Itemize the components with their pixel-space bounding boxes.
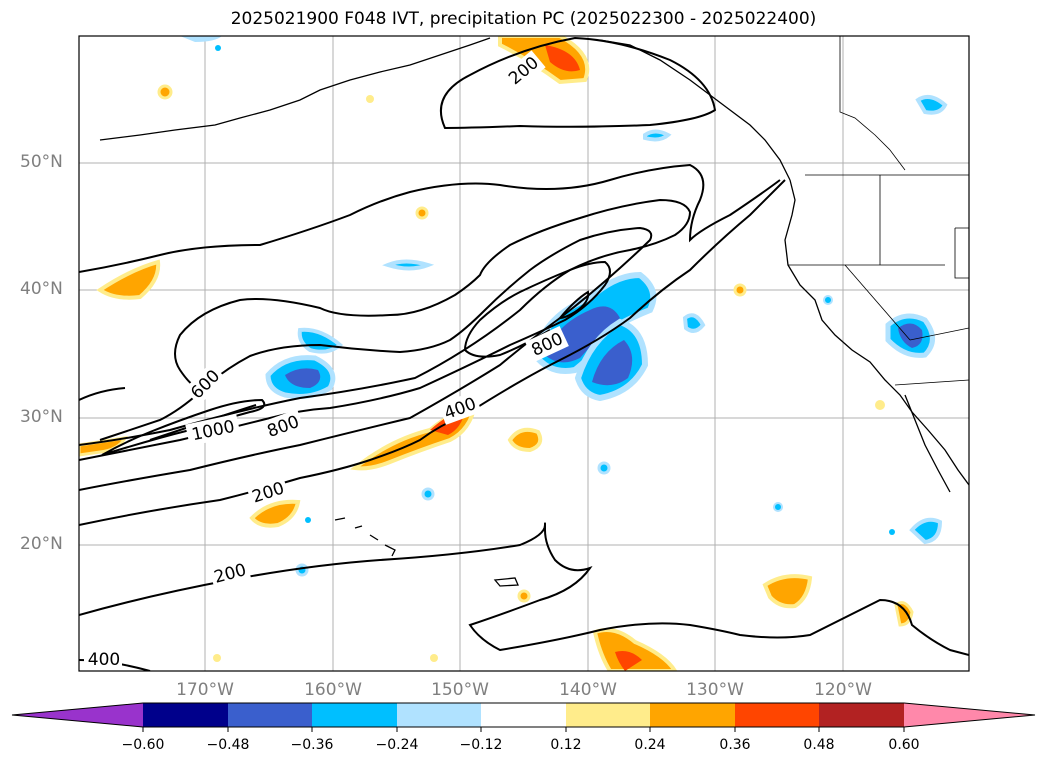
colorbar-extend-high [904, 703, 1035, 727]
precip-negative-core [545, 306, 620, 363]
precip-positive-core [615, 651, 642, 671]
colorbar-tick-label: −0.60 [121, 737, 165, 753]
precip-negative-dot [889, 529, 895, 535]
precip-positive-dot [733, 283, 747, 297]
precip-negative-region [180, 36, 222, 42]
map-title: 2025021900 F048 IVT, precipitation PC (2… [230, 9, 817, 29]
ivt-contour-800-inner [101, 398, 266, 456]
ivt-contour-800 [79, 260, 611, 461]
borders [788, 36, 969, 386]
precip-negative-core [285, 368, 321, 388]
precip-positive-region [894, 601, 914, 627]
lon-label: 130°W [686, 680, 744, 700]
na-west-coast [784, 179, 969, 486]
precip-positive-dot [875, 400, 885, 410]
colorbar-bin [397, 703, 481, 727]
precip-negative-region [682, 313, 706, 333]
precip-positive-region [249, 499, 301, 528]
alaska-coast [99, 37, 491, 141]
colorbar [11, 702, 1036, 732]
map-frame [78, 35, 970, 672]
precip-positive-dot [415, 206, 429, 220]
precip-negative-core [898, 323, 923, 348]
precip-positive-dot [157, 84, 173, 100]
precip-positive-region [762, 574, 813, 609]
precip-positive-dot [517, 589, 531, 603]
precip-positive-dot [430, 654, 438, 662]
precip-negative-region [382, 259, 435, 271]
precip-positive-region [507, 427, 543, 453]
colorbar-tick-label: 0.48 [803, 737, 835, 753]
ivt-contour-400 [79, 198, 692, 446]
precip-negative-region [909, 517, 943, 545]
ivt-contour-small [557, 290, 590, 320]
lon-label: 150°W [431, 680, 489, 700]
precip-negative-dot [597, 461, 611, 475]
precip-positive-dot [366, 95, 374, 103]
ivt-contour-200-south [79, 522, 969, 656]
colorbar-bin [312, 703, 397, 727]
lon-label: 170°W [176, 680, 234, 700]
ivt-contour-200 [440, 36, 717, 130]
colorbar-bin [735, 703, 819, 727]
precip-negative-dot [305, 517, 311, 523]
lat-label: 30°N [20, 407, 63, 427]
lat-label: 40°N [20, 279, 63, 299]
lon-label: 140°W [559, 680, 617, 700]
baja-island [493, 577, 519, 587]
precip-negative-dot [773, 502, 783, 512]
precip-positive-core [545, 45, 580, 72]
precip-negative-dot [215, 45, 221, 51]
colorbar-tick-label: 0.36 [719, 737, 751, 753]
colorbar-bin [143, 703, 228, 727]
precip-negative-dot [421, 487, 435, 501]
colorbar-bin [566, 703, 650, 727]
ivt-contour-200 [79, 163, 781, 273]
contour-label: 400 [88, 650, 120, 670]
lat-label: 50°N [20, 152, 63, 172]
colorbar-bin [819, 703, 904, 727]
alaska-gulf-coast [599, 39, 791, 181]
precip-positive-dot [213, 654, 221, 662]
coastlines [99, 37, 969, 587]
precip-negative-region [915, 94, 948, 115]
precip-negative-core [592, 340, 633, 386]
lon-label: 120°W [814, 680, 872, 700]
ivt-contour-600 [79, 226, 653, 491]
colorbar-bin [228, 703, 312, 727]
colorbar-tick-label: −0.24 [375, 737, 419, 753]
precip-negative-dot [295, 563, 309, 577]
colorbar-bin [481, 703, 566, 727]
colorbar-tick-label: 0.12 [550, 737, 582, 753]
lon-label: 160°W [304, 680, 362, 700]
baja-coast [904, 394, 951, 493]
colorbar-tick-label: −0.12 [459, 737, 503, 753]
precip-negative-dot [823, 295, 833, 305]
colorbar-tick-label: −0.48 [206, 737, 250, 753]
precip-positive-region [96, 259, 161, 300]
colorbar-tick-label: 0.60 [888, 737, 920, 753]
colorbar-bin [650, 703, 735, 727]
colorbar-extend-low [12, 703, 143, 727]
colorbar-tick-label: −0.36 [290, 737, 334, 753]
precip-negative-region [643, 129, 672, 142]
colorbar-tick-label: 0.24 [634, 737, 666, 753]
lat-label: 20°N [20, 534, 63, 554]
precip-positive-region [592, 628, 678, 671]
hawaii-islands [334, 517, 396, 557]
